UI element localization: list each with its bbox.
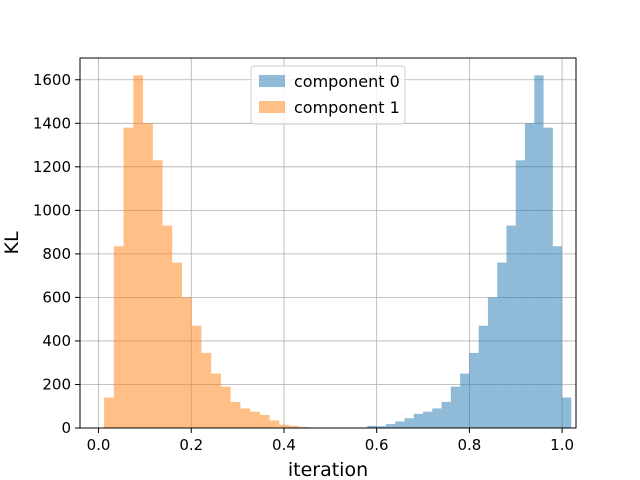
histogram-bar-series-1 xyxy=(211,373,221,428)
histogram-bar-series-0 xyxy=(450,386,461,428)
y-tick-label: 400 xyxy=(42,332,71,350)
histogram-bar-series-0 xyxy=(497,262,507,428)
x-axis-label: iteration xyxy=(288,459,368,480)
y-axis-label: KL xyxy=(1,231,23,254)
x-tick-label: 1.0 xyxy=(550,436,574,454)
x-tick-label: 0.0 xyxy=(87,436,111,454)
histogram-bar-series-0 xyxy=(534,75,544,428)
histogram-bar-series-0 xyxy=(552,246,563,428)
histogram-bar-series-1 xyxy=(220,386,231,428)
legend-box xyxy=(250,65,406,125)
x-tick-label: 0.2 xyxy=(179,436,203,454)
histogram-bar-series-1 xyxy=(191,325,202,428)
y-tick-label: 800 xyxy=(42,245,71,263)
y-tick-label: 1600 xyxy=(33,71,71,89)
histogram-bar-series-1 xyxy=(298,426,309,428)
y-tick-label: 1200 xyxy=(33,158,71,176)
histogram-bar-series-0 xyxy=(543,127,553,428)
histogram-bar-series-1 xyxy=(201,352,212,428)
histogram-bar-series-0 xyxy=(441,401,451,428)
legend-label: component 0 xyxy=(294,72,400,91)
x-tick-label: 0.4 xyxy=(272,436,296,454)
histogram-bar-series-1 xyxy=(289,425,299,428)
y-tick-label: 0 xyxy=(61,419,71,437)
x-tick-label: 0.8 xyxy=(457,436,481,454)
y-axis-ticks: 0 200 400 600 800 1000 1200 1400 1600 xyxy=(33,71,80,437)
x-tick-label: 0.6 xyxy=(365,436,389,454)
histogram-bar-series-1 xyxy=(240,408,251,428)
histogram-bar-series-0 xyxy=(515,160,526,428)
x-axis-ticks: 0.0 0.2 0.4 0.6 0.8 1.0 xyxy=(87,428,574,454)
histogram-bar-series-0 xyxy=(525,123,535,428)
histogram-bar-series-0 xyxy=(413,413,424,428)
histogram-bar-series-0 xyxy=(432,408,442,428)
plot-frame xyxy=(79,57,577,429)
histogram-bar-series-0 xyxy=(478,325,488,428)
histogram-bar-series-1 xyxy=(152,160,163,428)
histogram-bar-series-1 xyxy=(143,123,153,428)
histogram-bar-series-0 xyxy=(404,418,414,428)
histogram-bar-series-1 xyxy=(279,424,290,428)
histogram-bar-series-0 xyxy=(423,411,433,428)
legend-label: component 1 xyxy=(294,98,400,117)
histogram-bar-series-0 xyxy=(562,397,572,428)
y-tick-label: 600 xyxy=(42,288,71,306)
histogram-bar-series-0 xyxy=(487,297,498,428)
y-tick-label: 1000 xyxy=(33,201,71,219)
histogram-bar-series-1 xyxy=(250,411,260,428)
legend-swatch xyxy=(259,101,285,113)
histogram-bar-series-0 xyxy=(385,424,396,428)
bars xyxy=(104,75,572,428)
histogram-bar-series-1 xyxy=(162,225,173,428)
y-tick-label: 200 xyxy=(42,375,71,393)
histogram-bar-series-0 xyxy=(376,426,386,428)
legend: component 0 component 1 xyxy=(250,65,406,125)
y-tick-label: 1400 xyxy=(33,114,71,132)
histogram-bar-series-1 xyxy=(181,297,192,428)
histogram-bar-series-1 xyxy=(259,414,270,428)
histogram-bar-series-1 xyxy=(133,75,144,428)
histogram-bar-series-0 xyxy=(460,373,470,428)
histogram-bar-series-0 xyxy=(395,421,405,428)
histogram-bar-series-1 xyxy=(172,262,182,428)
histogram-bar-series-0 xyxy=(506,225,516,428)
legend-swatch xyxy=(259,75,285,87)
histogram-bar-series-0 xyxy=(469,352,479,428)
histogram-bar-series-1 xyxy=(113,246,124,428)
histogram-bar-series-1 xyxy=(230,401,241,428)
histogram-bar-series-1 xyxy=(123,127,134,428)
histogram-bar-series-1 xyxy=(269,420,280,428)
histogram-bar-series-0 xyxy=(367,425,377,428)
histogram-bar-series-1 xyxy=(104,397,114,428)
